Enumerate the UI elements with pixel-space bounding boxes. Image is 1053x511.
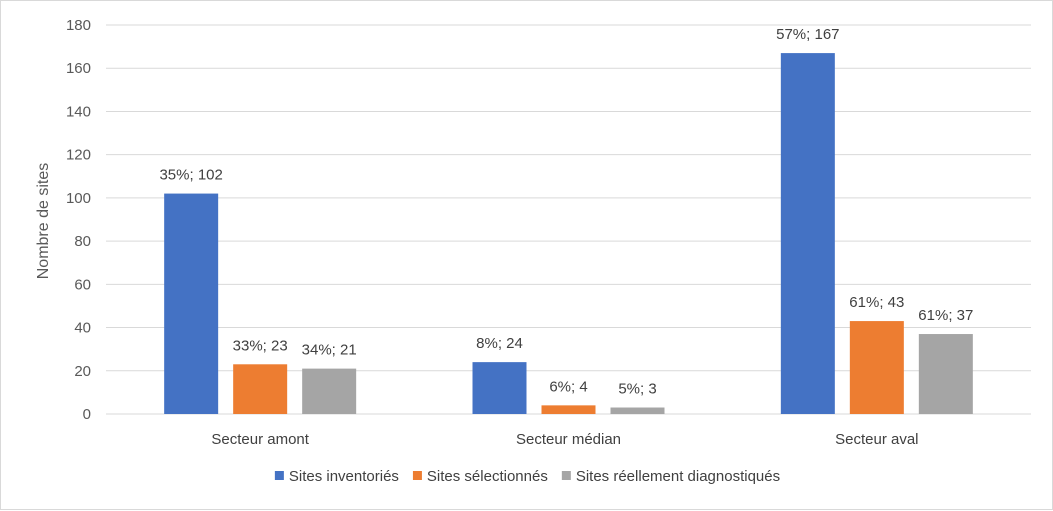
data-labels: 35%; 102 33%; 23 34%; 21 8%; 24 6%; 4 5%; 3 57… — [159, 26, 973, 397]
legend-label: Sites réellement diagnostiqués — [576, 468, 780, 485]
y-tick-label: 120 — [66, 147, 91, 164]
y-tick-label: 160 — [66, 60, 91, 77]
x-axis-categories: Secteur amont Secteur médian Secteur aval — [211, 431, 918, 448]
y-axis-title: Nombre de sites — [35, 163, 52, 280]
legend-label: Sites inventoriés — [289, 468, 399, 485]
bar — [780, 53, 835, 414]
data-label: 57%; 167 — [776, 26, 839, 43]
bar — [233, 364, 288, 414]
data-label: 61%; 37 — [918, 307, 973, 324]
legend-label: Sites sélectionnés — [427, 468, 548, 485]
y-tick-label: 60 — [74, 276, 91, 293]
bar — [472, 362, 527, 414]
bars — [164, 53, 973, 414]
data-label: 6%; 4 — [549, 378, 587, 395]
x-category-label: Secteur aval — [835, 431, 918, 448]
bar — [302, 368, 357, 414]
bar — [541, 405, 596, 414]
data-label: 33%; 23 — [233, 337, 288, 354]
legend-item: Sites réellement diagnostiqués — [561, 468, 780, 485]
y-tick-label: 40 — [74, 320, 91, 337]
legend-swatch — [274, 471, 284, 480]
bar — [610, 407, 665, 414]
x-category-label: Secteur médian — [516, 431, 621, 448]
y-tick-label: 0 — [83, 406, 91, 423]
legend-swatch — [561, 471, 571, 480]
y-tick-label: 80 — [74, 233, 91, 250]
data-label: 8%; 24 — [476, 335, 523, 352]
bar — [918, 334, 973, 414]
y-tick-label: 180 — [66, 17, 91, 34]
data-label: 5%; 3 — [618, 381, 656, 398]
data-label: 35%; 102 — [159, 167, 222, 184]
y-axis-ticks: 0 20 40 60 80 100 120 140 160 180 — [66, 17, 91, 423]
bar — [164, 193, 219, 414]
y-tick-label: 140 — [66, 103, 91, 120]
legend-swatch — [412, 471, 422, 480]
data-label: 34%; 21 — [302, 342, 357, 359]
bar — [849, 321, 904, 414]
y-tick-label: 20 — [74, 363, 91, 380]
legend-item: Sites sélectionnés — [412, 468, 548, 485]
y-tick-label: 100 — [66, 190, 91, 207]
legend: Sites inventoriés Sites sélectionnés Sites… — [274, 468, 780, 485]
x-category-label: Secteur amont — [211, 431, 309, 448]
legend-item: Sites inventoriés — [274, 468, 399, 485]
data-label: 61%; 43 — [849, 294, 904, 311]
